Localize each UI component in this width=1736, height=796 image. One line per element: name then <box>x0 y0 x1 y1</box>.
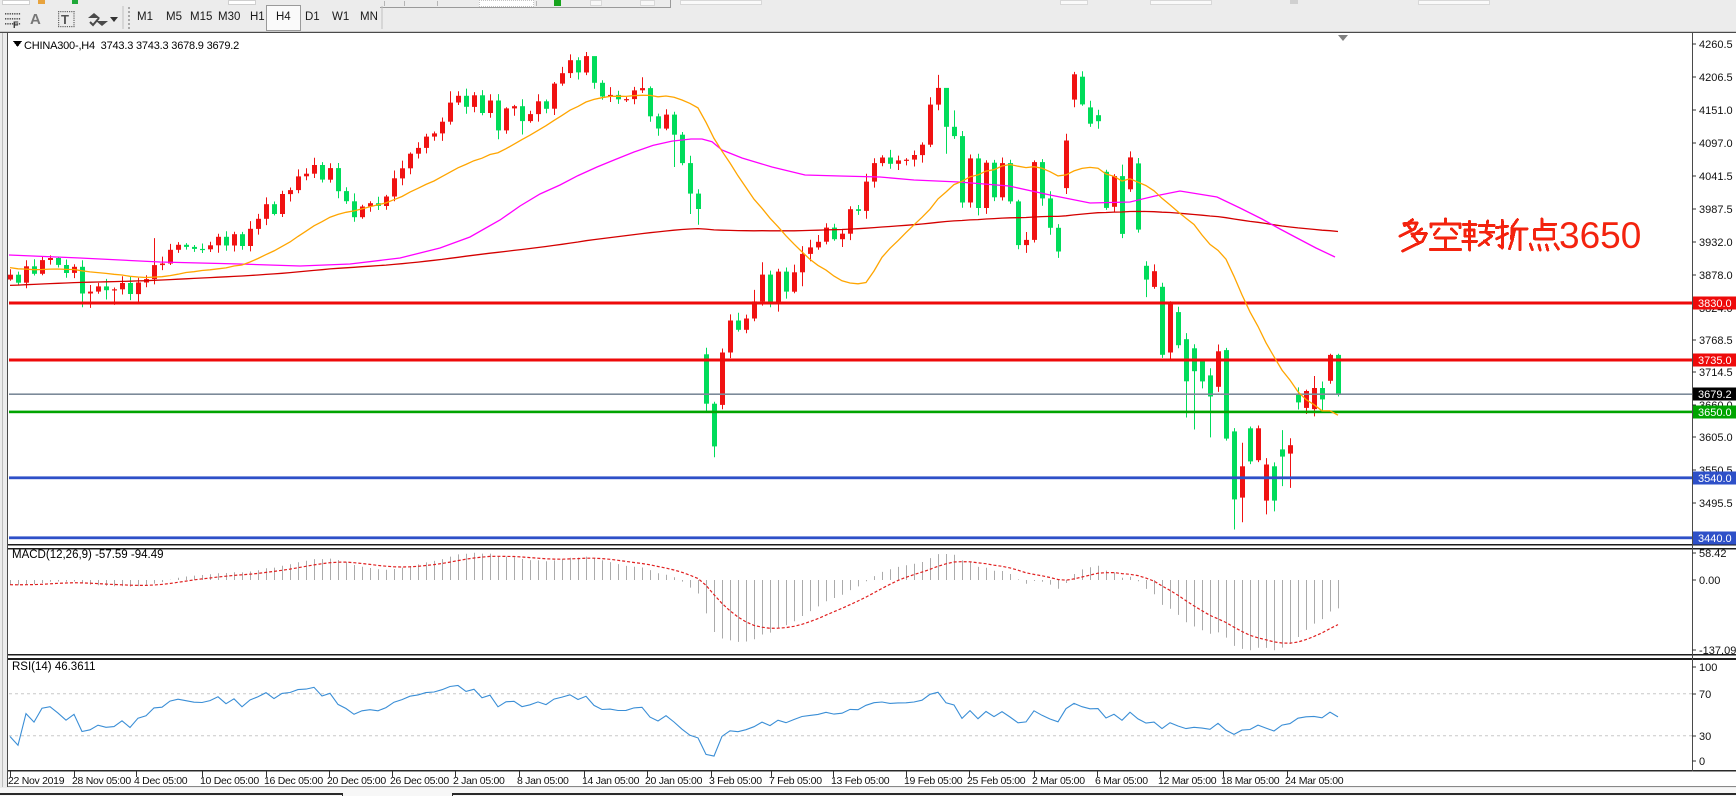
svg-text:22 Nov 2019: 22 Nov 2019 <box>8 775 65 787</box>
svg-text:70: 70 <box>1699 689 1711 701</box>
svg-text:20 Dec 05:00: 20 Dec 05:00 <box>327 775 386 787</box>
svg-text:4206.5: 4206.5 <box>1699 72 1733 84</box>
svg-text:3878.0: 3878.0 <box>1699 270 1733 282</box>
svg-text:3714.5: 3714.5 <box>1699 367 1733 379</box>
svg-text:18 Mar 05:00: 18 Mar 05:00 <box>1221 775 1280 787</box>
svg-text:3495.5: 3495.5 <box>1699 498 1733 510</box>
svg-text:-137.09: -137.09 <box>1699 645 1736 657</box>
svg-text:3735.0: 3735.0 <box>1698 355 1732 367</box>
svg-text:RSI(14) 46.3611: RSI(14) 46.3611 <box>12 661 96 673</box>
svg-text:100: 100 <box>1699 662 1717 674</box>
svg-text:58.42: 58.42 <box>1699 548 1727 560</box>
svg-text:7 Feb 05:00: 7 Feb 05:00 <box>769 775 822 787</box>
svg-text:3987.5: 3987.5 <box>1699 204 1733 216</box>
svg-text:8 Jan 05:00: 8 Jan 05:00 <box>517 775 569 787</box>
svg-text:A: A <box>30 11 41 28</box>
svg-text:30: 30 <box>1699 731 1711 743</box>
svg-text:26 Dec 05:00: 26 Dec 05:00 <box>390 775 449 787</box>
svg-text:0: 0 <box>1699 756 1705 768</box>
svg-text:3830.0: 3830.0 <box>1698 298 1732 310</box>
svg-text:14 Jan 05:00: 14 Jan 05:00 <box>582 775 640 787</box>
svg-text:16 Dec 05:00: 16 Dec 05:00 <box>264 775 323 787</box>
svg-text:F: F <box>13 20 19 30</box>
svg-text:3 Feb 05:00: 3 Feb 05:00 <box>709 775 762 787</box>
svg-text:13 Feb 05:00: 13 Feb 05:00 <box>831 775 890 787</box>
svg-text:2 Jan 05:00: 2 Jan 05:00 <box>453 775 505 787</box>
svg-text:12 Mar 05:00: 12 Mar 05:00 <box>1158 775 1217 787</box>
svg-text:3932.0: 3932.0 <box>1699 237 1733 249</box>
svg-text:3440.0: 3440.0 <box>1698 533 1732 545</box>
svg-text:6 Mar 05:00: 6 Mar 05:00 <box>1095 775 1148 787</box>
svg-text:24 Mar 05:00: 24 Mar 05:00 <box>1285 775 1344 787</box>
svg-text:20 Jan 05:00: 20 Jan 05:00 <box>645 775 703 787</box>
svg-text:3768.5: 3768.5 <box>1699 335 1733 347</box>
svg-text:25 Feb 05:00: 25 Feb 05:00 <box>967 775 1026 787</box>
svg-text:19 Feb 05:00: 19 Feb 05:00 <box>904 775 963 787</box>
svg-text:0.00: 0.00 <box>1699 575 1720 587</box>
svg-text:4041.5: 4041.5 <box>1699 171 1733 183</box>
svg-text:28 Nov 05:00: 28 Nov 05:00 <box>72 775 131 787</box>
svg-text:3605.0: 3605.0 <box>1699 432 1733 444</box>
svg-text:3650.0: 3650.0 <box>1698 407 1732 419</box>
svg-text:3540.0: 3540.0 <box>1698 473 1732 485</box>
svg-text:3679.2: 3679.2 <box>1698 389 1732 401</box>
svg-text:10 Dec 05:00: 10 Dec 05:00 <box>200 775 259 787</box>
svg-text:4151.0: 4151.0 <box>1699 105 1733 117</box>
svg-text:2 Mar 05:00: 2 Mar 05:00 <box>1032 775 1085 787</box>
svg-text:T: T <box>61 12 69 27</box>
svg-text:4260.5: 4260.5 <box>1699 39 1733 51</box>
svg-text:4 Dec 05:00: 4 Dec 05:00 <box>134 775 188 787</box>
svg-text:3650: 3650 <box>1559 215 1641 256</box>
svg-text:4097.0: 4097.0 <box>1699 138 1733 150</box>
svg-text:MACD(12,26,9) -57.59 -94.49: MACD(12,26,9) -57.59 -94.49 <box>12 549 164 561</box>
svg-text:CHINA300-,H4 3743.3 3743.3 36: CHINA300-,H4 3743.3 3743.3 3678.9 3679.2 <box>24 40 239 52</box>
